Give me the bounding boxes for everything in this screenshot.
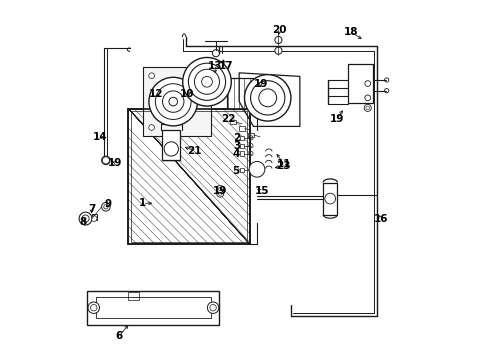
Bar [162, 130, 180, 159]
Bar [240, 136, 244, 140]
Circle shape [90, 305, 97, 311]
Circle shape [216, 190, 224, 197]
Text: 19: 19 [213, 186, 227, 197]
Circle shape [102, 156, 110, 165]
Circle shape [212, 50, 219, 57]
Circle shape [194, 69, 219, 94]
Bar [87, 291, 219, 325]
Text: 12: 12 [148, 89, 163, 99]
Bar [240, 144, 244, 148]
Circle shape [162, 91, 183, 112]
Circle shape [164, 142, 178, 156]
Circle shape [250, 81, 285, 115]
Circle shape [148, 73, 154, 78]
Circle shape [257, 84, 264, 91]
Bar [96, 297, 210, 318]
Circle shape [248, 161, 264, 177]
Circle shape [201, 76, 212, 87]
Text: 5: 5 [231, 166, 239, 176]
Text: 11: 11 [276, 159, 290, 169]
Circle shape [103, 204, 108, 209]
Circle shape [79, 212, 92, 225]
Text: 19: 19 [253, 78, 267, 89]
Bar [247, 133, 253, 137]
Circle shape [168, 97, 177, 106]
Text: 10: 10 [179, 89, 193, 99]
Text: 15: 15 [254, 186, 268, 197]
Text: 19: 19 [329, 114, 343, 124]
Bar [128, 109, 249, 244]
Text: 16: 16 [373, 214, 387, 224]
Text: 18: 18 [343, 27, 358, 37]
Text: 6: 6 [115, 332, 122, 342]
Text: 7: 7 [88, 204, 95, 214]
Circle shape [364, 95, 370, 101]
Text: 20: 20 [272, 25, 286, 35]
Text: 22: 22 [221, 114, 235, 124]
Circle shape [183, 58, 231, 106]
Bar [128, 292, 139, 300]
Circle shape [324, 193, 335, 204]
Circle shape [274, 47, 282, 54]
Bar [323, 183, 337, 215]
Text: 9: 9 [104, 199, 111, 209]
Bar [347, 64, 372, 103]
Circle shape [216, 185, 224, 193]
Circle shape [244, 75, 290, 121]
Text: 3: 3 [233, 141, 240, 151]
Bar [91, 213, 97, 220]
Circle shape [365, 106, 369, 110]
Bar [226, 78, 260, 109]
Text: 4: 4 [232, 149, 240, 158]
Circle shape [148, 125, 154, 130]
Circle shape [103, 158, 108, 162]
Text: 17: 17 [218, 61, 233, 71]
Circle shape [88, 302, 99, 314]
Circle shape [209, 305, 216, 311]
Text: 1: 1 [139, 198, 146, 208]
Circle shape [102, 157, 109, 164]
Bar [230, 120, 235, 124]
Text: 8: 8 [79, 217, 86, 227]
Bar [131, 111, 247, 242]
Circle shape [188, 63, 225, 100]
Circle shape [102, 203, 110, 211]
Circle shape [218, 192, 222, 195]
Text: 2: 2 [233, 133, 240, 143]
Bar [142, 67, 210, 136]
Text: 23: 23 [276, 161, 290, 171]
Circle shape [258, 89, 276, 107]
Bar [128, 109, 249, 244]
Circle shape [155, 84, 191, 120]
Text: 14: 14 [92, 132, 107, 142]
Circle shape [82, 215, 89, 222]
Circle shape [364, 104, 370, 111]
Circle shape [258, 85, 262, 89]
Circle shape [274, 36, 282, 44]
Circle shape [91, 216, 97, 221]
Circle shape [149, 77, 197, 126]
Circle shape [364, 81, 370, 86]
Bar [239, 126, 244, 131]
Text: 19: 19 [108, 158, 122, 168]
Bar [240, 168, 244, 172]
Circle shape [207, 302, 218, 314]
Circle shape [218, 187, 222, 191]
Text: 21: 21 [187, 146, 202, 156]
Text: 13: 13 [207, 61, 222, 71]
Bar [240, 152, 244, 156]
